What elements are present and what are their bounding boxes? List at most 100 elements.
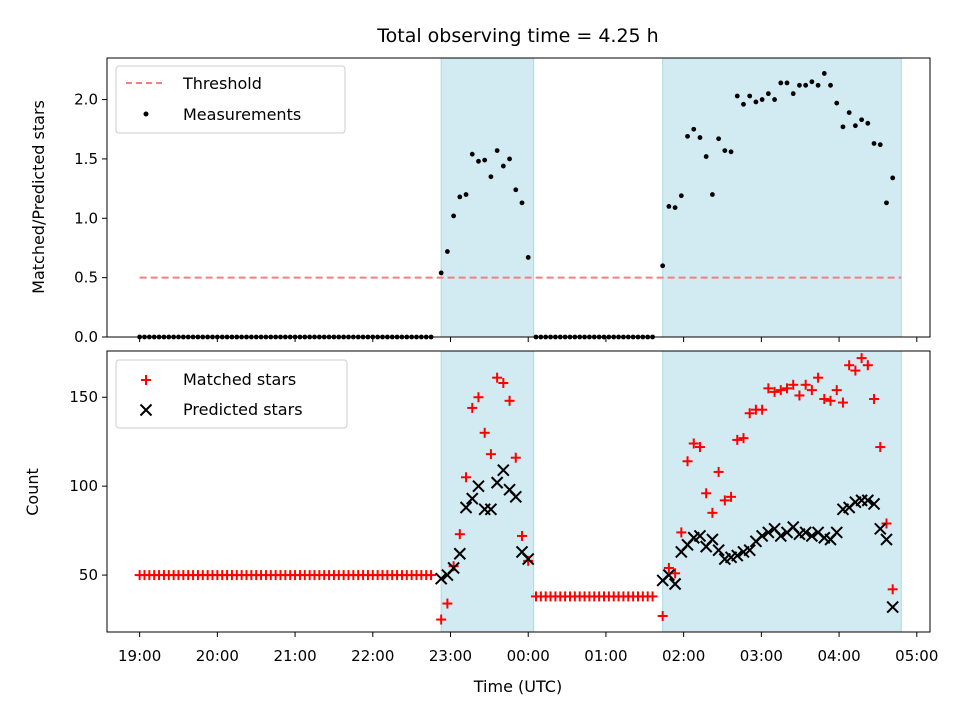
bottom-legend: Matched stars Predicted stars [115, 359, 348, 429]
predicted-point [509, 490, 522, 504]
top-legend: Threshold Measurements [115, 65, 346, 134]
x-tick-label: 20:00 [196, 647, 239, 665]
measurement-point [834, 100, 840, 106]
matched-point [436, 614, 447, 625]
matched-point [732, 434, 743, 445]
x-tick-label: 05:00 [895, 647, 938, 665]
matched-point [763, 383, 774, 394]
bottom-x-axis: 19:00 20:00 21:00 22:00 23:00 00:00 01:00 02:00… [118, 632, 938, 665]
predicted-point [434, 572, 448, 585]
matched-point [647, 591, 658, 602]
measurement-point [469, 151, 475, 157]
predicted-point [867, 497, 881, 511]
matched-point [769, 386, 780, 397]
predicted-point [799, 526, 812, 539]
measurement-point [741, 101, 746, 107]
predicted-point [668, 577, 682, 591]
matched-point [844, 360, 855, 371]
matched-point [473, 392, 484, 403]
matched-point [657, 610, 668, 621]
matched-point [775, 385, 786, 396]
matched-point [442, 598, 453, 609]
measurement-point [709, 192, 715, 197]
measurement-point [765, 91, 771, 97]
top-y-axis-label: Matched/Predicted stars [29, 100, 48, 294]
predicted-point [805, 529, 819, 543]
measurement-point [871, 141, 877, 146]
measurement-point [451, 213, 457, 219]
measurement-point [513, 187, 519, 193]
legend-measurements-label: Measurements [183, 105, 301, 124]
measurement-point [859, 117, 865, 123]
measurement-point [666, 204, 672, 209]
matched-point [523, 555, 534, 566]
measurement-point [790, 91, 796, 97]
observing-span [662, 57, 902, 338]
matched-point [688, 438, 699, 449]
measurement-point [803, 82, 809, 88]
measurement-point [797, 82, 802, 88]
measurement-point [438, 270, 444, 276]
y-tick-label: 2.0 [74, 91, 98, 109]
matched-point [825, 395, 836, 406]
measurement-point [734, 93, 740, 99]
top-observing-spans [440, 57, 902, 338]
matched-point [788, 379, 799, 390]
matched-point [738, 433, 749, 444]
measurement-point [463, 192, 469, 197]
matched-point [757, 404, 768, 415]
matched-point [448, 561, 459, 572]
matched-point [875, 442, 886, 453]
predicted-point [693, 529, 707, 543]
legend-predicted-marker [139, 403, 153, 417]
matched-point [516, 530, 527, 541]
measurement-point [488, 174, 494, 180]
matched-point [887, 584, 898, 595]
matched-point [461, 472, 472, 483]
legend-predicted-label: Predicted stars [183, 400, 303, 419]
measurement-point [821, 71, 827, 76]
matched-point [694, 442, 705, 453]
bottom-y-axis: 50 100 150 [69, 388, 107, 584]
matched-point [813, 372, 824, 383]
matched-point [701, 488, 712, 499]
predicted-point [490, 476, 504, 489]
matched-point [806, 385, 817, 396]
predicted-point [774, 529, 787, 543]
matched-stars-series [134, 353, 898, 625]
matched-point [850, 365, 861, 376]
predicted-point [706, 533, 719, 546]
matched-point [510, 452, 521, 463]
top-y-axis: 0.0 0.5 1.0 1.5 2.0 [74, 91, 107, 346]
predicted-point [466, 492, 479, 505]
measurement-point [722, 148, 728, 154]
bottom-panel-frame [106, 350, 931, 633]
legend-threshold-label: Threshold [182, 74, 262, 93]
matched-point [831, 385, 842, 396]
matched-point [454, 529, 465, 540]
legend-measurements-swatch [143, 111, 149, 117]
measurement-point [877, 142, 883, 148]
measurement-point [685, 133, 690, 139]
measurement-point [457, 194, 463, 200]
measurement-point [703, 154, 709, 159]
bottom-observing-spans [440, 350, 902, 633]
x-tick-label: 22:00 [351, 647, 394, 665]
predicted-point [762, 526, 775, 539]
predicted-point [459, 501, 473, 514]
bottom-panel: 50 100 150 19:00 20:00 21:00 22:00 23:00 00:00 0… [23, 350, 938, 665]
chart-title: Total observing time = 4.25 h [376, 25, 658, 47]
measurement-point [476, 158, 481, 164]
predicted-stars-series [434, 463, 899, 614]
measurement-point [678, 193, 684, 199]
legend-predicted-swatch [139, 403, 153, 417]
measurement-point [840, 124, 846, 130]
matched-point [869, 394, 880, 405]
predicted-point [755, 529, 769, 543]
matched-point [504, 395, 515, 406]
matched-point [800, 379, 811, 390]
predicted-point [886, 600, 899, 614]
predicted-point [861, 494, 875, 507]
matched-point [426, 570, 437, 581]
